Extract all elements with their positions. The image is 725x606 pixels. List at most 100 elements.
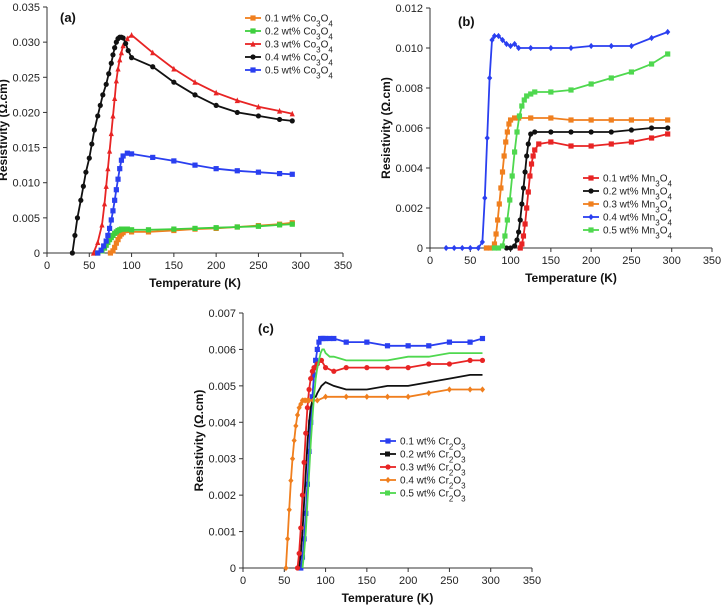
- data-point: [234, 109, 240, 116]
- data-series-1: [298, 335, 486, 571]
- data-point: [522, 169, 528, 175]
- y-tick-label: 0.025: [12, 72, 40, 84]
- data-point: [98, 247, 104, 253]
- data-point: [517, 245, 523, 251]
- data-point: [314, 397, 320, 404]
- data-point: [524, 205, 530, 211]
- data-point: [479, 386, 486, 393]
- data-series-3: [90, 32, 295, 256]
- series-line: [298, 373, 483, 569]
- data-point: [255, 113, 262, 119]
- data-point: [548, 129, 554, 135]
- data-point: [498, 185, 504, 191]
- data-point: [301, 459, 307, 465]
- data-point: [276, 116, 283, 123]
- data-point: [299, 492, 306, 498]
- data-point: [309, 394, 315, 400]
- data-point: [528, 131, 534, 137]
- legend-entry: 0.5 wt% Mn3O4: [603, 226, 672, 241]
- data-point: [506, 121, 512, 127]
- data-series-2: [503, 125, 671, 251]
- data-point: [628, 117, 635, 123]
- data-point: [306, 386, 312, 393]
- legend-swatch-marker: [385, 490, 390, 496]
- data-point: [451, 244, 457, 252]
- data-point: [608, 42, 614, 50]
- data-point: [192, 225, 198, 231]
- data-point: [293, 422, 299, 430]
- x-axis-label: Temperature (K): [149, 276, 241, 290]
- data-point: [115, 176, 121, 182]
- data-series-4: [443, 28, 671, 252]
- data-point: [528, 115, 534, 121]
- data-point: [527, 173, 533, 179]
- data-point: [524, 153, 530, 159]
- data-point: [568, 87, 574, 93]
- data-point: [298, 525, 304, 531]
- x-tick-label: 50: [278, 575, 290, 587]
- data-point: [499, 36, 506, 44]
- data-point: [112, 197, 118, 203]
- data-point: [108, 217, 114, 223]
- data-point: [103, 81, 109, 87]
- data-point: [106, 225, 113, 231]
- data-point: [665, 131, 671, 137]
- data-point: [467, 339, 473, 345]
- data-point: [487, 245, 494, 251]
- y-tick-label: 0.010: [12, 178, 40, 190]
- x-tick-label: 200: [582, 255, 600, 267]
- data-point: [108, 130, 114, 137]
- data-point: [120, 226, 126, 232]
- x-tick-label: 300: [482, 575, 500, 587]
- data-point: [112, 95, 118, 101]
- data-point: [106, 147, 113, 154]
- data-point: [296, 404, 302, 411]
- data-point: [171, 79, 177, 85]
- x-tick-label: 50: [464, 255, 476, 267]
- x-tick-label: 250: [622, 255, 640, 267]
- data-point: [484, 134, 490, 142]
- data-point: [514, 129, 520, 135]
- data-point: [520, 185, 527, 191]
- data-point: [331, 368, 337, 374]
- legend-swatch-marker: [385, 476, 391, 484]
- data-point: [286, 506, 292, 513]
- data-point: [255, 223, 262, 229]
- data-point: [628, 139, 635, 145]
- data-series-2: [298, 373, 483, 569]
- data-point: [322, 335, 329, 342]
- y-tick-label: 0: [34, 248, 40, 260]
- data-series-5: [95, 150, 295, 256]
- y-tick-label: 0.020: [12, 107, 40, 119]
- data-point: [517, 217, 523, 223]
- data-point: [276, 222, 283, 228]
- data-point: [103, 183, 109, 189]
- data-point: [234, 168, 240, 174]
- data-point: [628, 69, 635, 75]
- data-point: [532, 129, 538, 135]
- data-point: [503, 245, 510, 251]
- data-point: [495, 32, 502, 40]
- data-point: [117, 166, 123, 172]
- y-tick-label: 0.001: [208, 527, 236, 539]
- data-point: [446, 386, 453, 393]
- data-point: [171, 158, 177, 164]
- data-point: [503, 139, 509, 145]
- data-point: [536, 141, 542, 147]
- data-point: [288, 477, 294, 484]
- y-tick-label: 0.004: [208, 417, 236, 429]
- data-point: [120, 153, 126, 159]
- data-point: [507, 42, 514, 50]
- data-point: [568, 117, 574, 123]
- data-point: [588, 129, 594, 135]
- data-point: [100, 92, 106, 98]
- legend-swatch-marker: [250, 15, 256, 21]
- data-point: [80, 183, 86, 189]
- data-point: [150, 49, 156, 56]
- data-point: [512, 149, 518, 155]
- data-point: [507, 117, 514, 123]
- data-point: [519, 201, 525, 207]
- data-point: [548, 44, 554, 52]
- data-point: [113, 240, 119, 246]
- data-point: [568, 44, 574, 52]
